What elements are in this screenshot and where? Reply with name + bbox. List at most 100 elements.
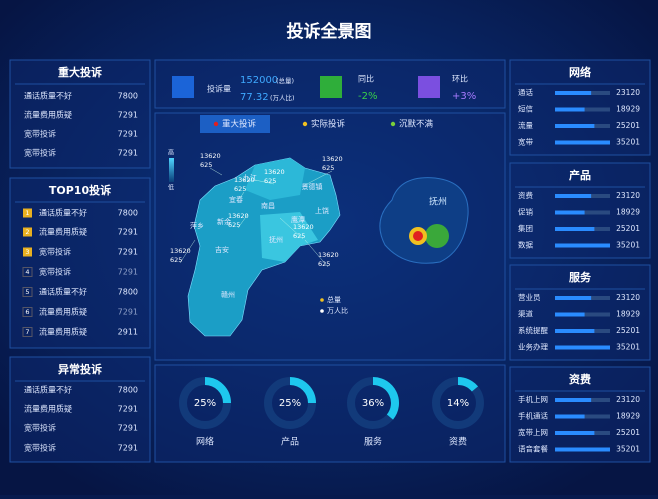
row-label: 宽带投诉: [24, 423, 56, 433]
scale-bar: [169, 158, 174, 182]
rank: 6: [25, 308, 29, 316]
row-label: 通话质量不好: [39, 287, 87, 297]
region-label: 南昌: [261, 201, 275, 210]
row-value: 7291: [118, 149, 138, 158]
region-label: 抚州: [269, 235, 283, 244]
stat-label: 环比: [452, 74, 468, 84]
callout-ratio: 625: [200, 161, 212, 169]
row-value: 7291: [118, 248, 138, 257]
row-value: 25201: [616, 428, 640, 437]
stat-label: 同比: [358, 74, 374, 84]
rank-badge: [23, 247, 32, 257]
row-label: 宽带投诉: [24, 129, 56, 139]
row-label: 业务办理: [518, 342, 548, 352]
callout-ratio: 625: [322, 164, 334, 172]
row-label: 通话质量不好: [39, 208, 87, 218]
rank: 7: [25, 328, 29, 336]
legend-dot: [320, 298, 324, 302]
row-label: 数据: [518, 240, 533, 250]
stat-label: 投诉量: [207, 84, 231, 94]
row-label: 手机上网: [518, 394, 548, 404]
yoy-icon: [320, 76, 342, 98]
bar: [555, 194, 592, 198]
leader-line: [237, 213, 249, 229]
row-label: 促销: [518, 207, 533, 217]
row-label: 渠道: [518, 309, 533, 319]
panel-title: 服务: [569, 270, 592, 284]
panel-title: 异常投诉: [58, 362, 102, 376]
stat-value: +3%: [452, 91, 476, 102]
region-label: 上饶: [315, 206, 329, 215]
row-label: 通话质量不好: [24, 385, 72, 395]
row-value: 7291: [118, 268, 138, 277]
legend-dot: [320, 309, 324, 313]
bar: [555, 329, 595, 333]
callout-total: 13620: [234, 176, 255, 184]
row-value: 7291: [118, 424, 138, 433]
scale-label: 低: [168, 184, 174, 192]
volume-icon: [172, 76, 194, 98]
region-shape: [245, 158, 305, 200]
callout-total: 13620: [318, 251, 339, 259]
bar: [555, 447, 610, 452]
tab[interactable]: 重大投诉: [222, 119, 257, 130]
tab[interactable]: 实际投诉: [311, 119, 346, 130]
row-label: 语音套餐: [518, 444, 548, 454]
bar: [555, 210, 585, 215]
row-label: 流量: [518, 120, 533, 130]
leader-line: [239, 191, 245, 199]
row-value: 25201: [616, 224, 640, 233]
leader-line: [254, 179, 275, 185]
callout-ratio: 625: [293, 232, 305, 240]
row-value: 35201: [616, 241, 640, 250]
panel-title: 产品: [569, 168, 591, 182]
donut-name: 资费: [449, 436, 467, 448]
row-value: 7800: [118, 288, 138, 297]
row-label: 流量费用质疑: [39, 307, 87, 317]
callout-total: 13620: [170, 247, 191, 255]
panel-title: 网络: [569, 65, 591, 79]
scale-label: 高: [168, 149, 174, 157]
donut-name: 产品: [281, 436, 299, 448]
row-value: 7291: [118, 405, 138, 414]
bar: [555, 296, 592, 300]
row-label: 资费: [518, 190, 533, 200]
bar: [555, 345, 610, 350]
leader-line: [279, 217, 304, 240]
row-value: 7291: [118, 228, 138, 237]
callout-ratio: 625: [170, 256, 182, 264]
donut-arc: [457, 377, 479, 392]
row-label: 通话: [518, 87, 533, 97]
region-label: 萍乡: [190, 221, 204, 230]
panel-title: 资费: [569, 372, 591, 386]
region-label: 景德镇: [302, 182, 323, 191]
panel: [9, 177, 151, 349]
donut-arc: [372, 377, 399, 420]
donut-name: 服务: [364, 436, 382, 448]
callout-ratio: 625: [264, 177, 276, 185]
legend-label: 总量: [327, 295, 341, 304]
tab-dot: [213, 121, 219, 127]
stat-unit: (万人比): [270, 93, 295, 102]
bar: [555, 227, 595, 231]
rank: 1: [25, 209, 29, 217]
region-shape: [260, 212, 318, 262]
row-value: 23120: [616, 88, 640, 97]
row-value: 7291: [118, 444, 138, 453]
page-title: 投诉全景图: [287, 21, 372, 42]
tab[interactable]: 沉默不满: [399, 119, 434, 130]
row-label: 宽带投诉: [39, 247, 71, 257]
donut-label: 25%: [279, 398, 301, 409]
bar: [555, 107, 585, 112]
bar: [555, 91, 592, 95]
panel: [9, 59, 151, 169]
row-value: 7291: [118, 111, 138, 120]
rank-badge: [22, 287, 33, 297]
row-label: 宽带投诉: [24, 148, 56, 158]
active-tab[interactable]: [200, 115, 270, 133]
callout-ratio: 625: [318, 260, 330, 268]
detail-marker: [425, 224, 449, 248]
stat-value: -2%: [358, 91, 377, 102]
bar: [555, 398, 592, 402]
